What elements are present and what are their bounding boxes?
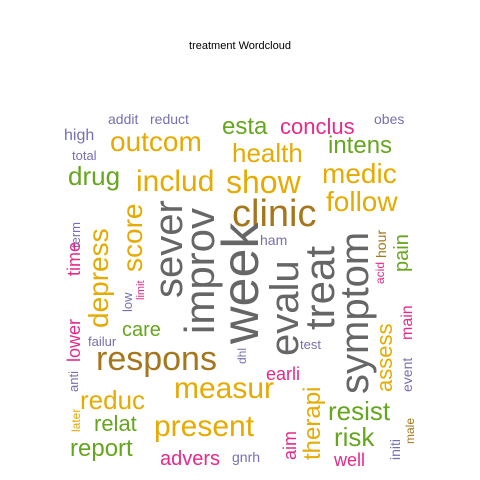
word-therapi: therapi — [299, 387, 326, 460]
word-limit: limit — [135, 280, 147, 300]
word-gnrh: gnrh — [232, 449, 260, 465]
word-relat: relat — [94, 411, 137, 436]
word-event: event — [399, 358, 415, 392]
word-aim: aim — [280, 431, 300, 460]
word-dhl: dhl — [235, 348, 249, 364]
word-measur: measur — [174, 372, 274, 405]
word-main: main — [399, 305, 416, 340]
word-anti: anti — [66, 371, 81, 392]
word-failur: failur — [88, 334, 117, 349]
word-improv: improv — [176, 208, 223, 334]
word-evalu: evalu — [263, 260, 307, 356]
word-esta: esta — [222, 113, 268, 140]
word-term: term — [68, 222, 83, 248]
word-reduc: reduc — [80, 385, 145, 415]
word-well: well — [333, 450, 365, 470]
word-resist: resist — [328, 396, 391, 426]
word-low: low — [120, 292, 135, 312]
word-conclus: conclus — [280, 114, 355, 139]
word-week: week — [212, 222, 270, 345]
chart-title: treatment Wordcloud — [189, 40, 291, 52]
word-obes: obes — [374, 111, 404, 127]
word-pain: pain — [391, 234, 413, 272]
word-health: health — [232, 138, 303, 168]
word-care: care — [122, 319, 161, 341]
word-hour: hour — [373, 230, 389, 258]
word-intens: intens — [328, 132, 392, 159]
word-acid: acid — [373, 262, 387, 284]
word-time: time — [64, 242, 84, 276]
word-total: total — [72, 148, 97, 163]
word-addit: addit — [108, 111, 138, 127]
word-present: present — [154, 410, 255, 443]
word-reduct: reduct — [150, 111, 189, 127]
word-advers: advers — [160, 448, 220, 470]
word-report: report — [70, 435, 133, 462]
word-sever: sever — [147, 200, 191, 298]
word-earli: earli — [266, 364, 300, 384]
word-clinic: clinic — [232, 193, 316, 235]
word-score: score — [117, 204, 148, 272]
word-high: high — [64, 127, 94, 144]
word-includ: includ — [136, 165, 214, 198]
word-follow: follow — [326, 186, 398, 217]
word-depress: depress — [83, 228, 114, 328]
word-male: male — [403, 418, 417, 444]
word-initi: initi — [387, 439, 403, 460]
word-show: show — [226, 164, 302, 200]
word-symptom: symptom — [333, 232, 377, 394]
word-ham: ham — [260, 232, 287, 248]
word-assess: assess — [372, 324, 397, 392]
word-medic: medic — [322, 158, 397, 189]
word-respons: respons — [96, 340, 217, 378]
word-test: test — [300, 337, 321, 352]
word-drug: drug — [68, 161, 120, 191]
word-lower: lower — [64, 319, 84, 362]
word-later: later — [69, 409, 83, 432]
word-treat: treat — [296, 246, 343, 330]
word-outcom: outcom — [110, 126, 202, 157]
word-risk: risk — [334, 422, 375, 452]
